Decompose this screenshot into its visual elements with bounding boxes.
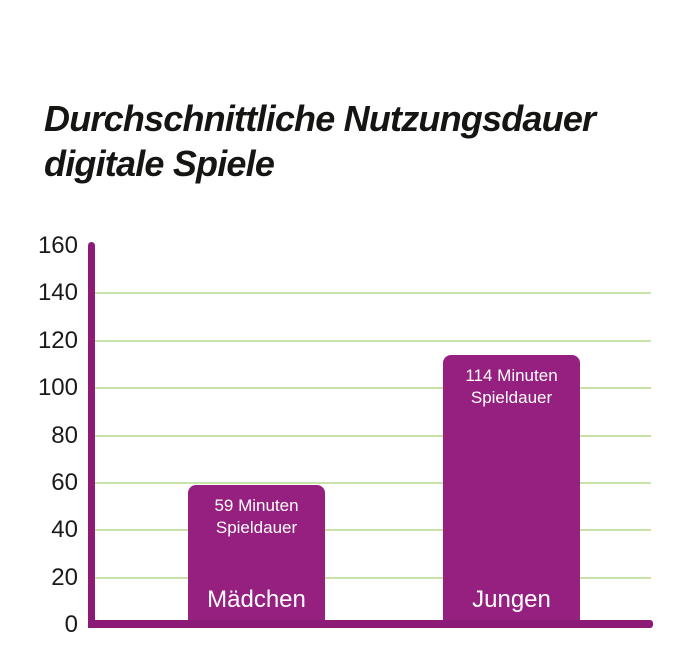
y-tick-label-0: 0 xyxy=(64,611,78,638)
chart-title-line-1: Durchschnittliche Nutzungsdauer xyxy=(44,98,596,139)
chart-title-line-2: digitale Spiele xyxy=(44,143,275,184)
bar-jungen: 114 Minuten Spieldauer Jungen xyxy=(443,354,580,620)
gridline-120 xyxy=(95,339,651,342)
bar-category-label-madchen: Mädchen xyxy=(207,585,306,613)
y-tick-label-120: 120 xyxy=(37,326,78,354)
gridline-40 xyxy=(95,529,651,532)
bar-value-label-madchen: 59 Minuten Spieldauer xyxy=(214,496,299,538)
gridline-140 xyxy=(95,292,651,295)
x-axis-line xyxy=(88,620,653,628)
y-tick-label-40: 40 xyxy=(51,516,78,544)
gridline-100 xyxy=(95,387,651,390)
y-tick-label-100: 100 xyxy=(37,374,78,402)
bar-value-label-jungen: 114 Minuten Spieldauer xyxy=(465,365,558,407)
bar-madchen: 59 Minuten Spieldauer Mädchen xyxy=(188,485,325,620)
y-tick-label-140: 140 xyxy=(37,279,78,307)
bar-category-label-jungen: Jungen xyxy=(472,585,551,613)
gridline-60 xyxy=(95,481,651,484)
y-tick-label-80: 80 xyxy=(51,421,78,449)
y-axis-line xyxy=(88,242,95,628)
y-tick-label-20: 20 xyxy=(51,563,78,591)
gridline-20 xyxy=(95,576,651,579)
gridline-80 xyxy=(95,434,651,437)
chart-title: Durchschnittliche Nutzungsdauer digitale … xyxy=(44,96,596,186)
y-tick-label-60: 60 xyxy=(51,468,78,496)
y-tick-label-160: 160 xyxy=(37,232,78,259)
